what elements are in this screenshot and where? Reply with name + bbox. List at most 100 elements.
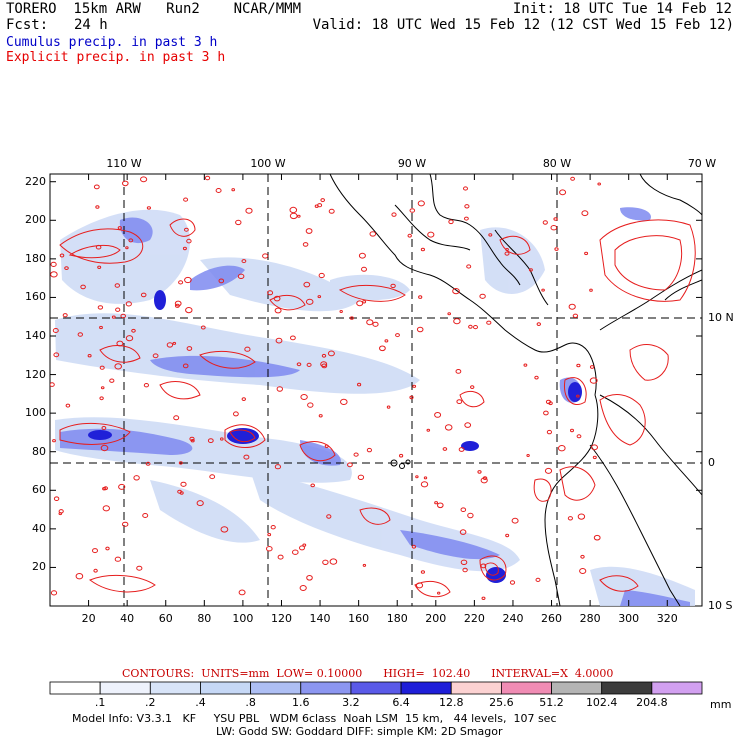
precip-cell [416,326,424,333]
precip-cell [196,500,204,507]
lon-label: 110 W [106,157,142,170]
precip-cell [427,231,435,238]
x-tick-label: 140 [309,612,331,625]
precip-cell [174,300,182,307]
precip-cell [399,453,404,458]
lat-label: 10 N [708,311,734,324]
precip-cell [328,208,335,214]
precip-cell [87,354,92,358]
precip-cell [591,444,598,451]
precip-cell [109,378,115,383]
precip-cell [105,546,110,551]
precip-cell [115,307,121,312]
precip-cell [384,339,389,343]
precip-cell [418,295,423,299]
x-tick-label: 180 [386,612,408,625]
y-tick-label: 100 [25,406,46,420]
colorbar-tick-label: .8 [245,696,256,709]
precip-cell [534,375,539,380]
cumulus-field-label: Cumulus precip. in past 3 h [6,35,218,50]
precip-cell [53,496,60,502]
axis-ticks [50,174,702,606]
precip-cell [444,424,453,431]
x-tick-label: 200 [425,612,447,625]
precip-cell [415,475,419,479]
precip-cell [99,325,103,330]
precip-cell [437,502,444,509]
precip-cell [464,204,470,209]
precip-cell [299,585,307,591]
precip-cell [303,281,311,288]
precip-cell [464,422,472,428]
precip-cell [548,401,553,406]
precip-cell [329,558,338,565]
precip-cell [77,332,84,337]
precip-cell [324,444,329,448]
physics-info: LW: Godd SW: Goddard DIFF: simple KM: 2D… [216,725,503,738]
precip-cell [204,175,211,181]
precip-cell [122,521,129,527]
precip-cell [136,565,143,571]
precip-cell [145,461,151,466]
precip-cell [576,394,580,398]
precip-cell [523,363,528,367]
colorbar-tick-label: 12.8 [438,696,464,709]
y-tick-label: 200 [25,213,46,227]
precip-cell [442,447,448,451]
precip-cell [558,445,566,452]
precip-cell [114,363,122,370]
precip-cell [411,544,417,549]
precip-cell [409,208,416,213]
colorbar-swatch [250,681,302,695]
precip-cell [102,505,111,512]
lat-label: 0 [708,456,715,469]
colorbar-swatch [99,681,151,695]
precip-cell [299,545,305,551]
precip-cell [379,345,386,352]
colorbar-tick-label: 102.4 [585,696,618,709]
galapagos-islands [390,459,411,469]
precip-cell [460,559,468,565]
precip-cell [270,525,276,530]
precip-cell [50,271,58,278]
colorbar-swatch [500,681,552,695]
precip-cell [93,568,98,573]
precip-cell [182,246,187,251]
precip-cell [477,470,482,474]
precip-cell [453,318,461,325]
precip-cell [120,313,126,319]
lon-label: 70 W [687,157,717,170]
precip-cell [357,382,362,387]
precip-cell [52,328,59,333]
colorbar-tick-label: 204.8 [636,696,668,709]
precip-cell [172,341,177,345]
precip-cell [244,346,251,352]
x-tick-label: 20 [81,612,96,625]
precip-cell [412,384,417,388]
colorbar-unit: mm [710,698,732,711]
precip-cell [174,303,180,308]
precip-cell [542,220,548,225]
precip-cell [320,361,328,368]
precip-cell [511,517,519,524]
precip-cell [488,233,493,237]
precip-cell [302,242,309,247]
precip-cell [65,403,71,408]
precip-cell [118,483,126,490]
precip-cell [434,501,439,505]
precip-cell [186,238,192,244]
precip-cell [220,526,229,533]
precip-cell [125,335,134,342]
precip-cell [209,474,216,480]
precip-cell [505,533,510,538]
precip-cell [386,405,391,409]
colorbar-tick-label: .1 [94,696,106,709]
precip-cell [357,474,365,480]
precip-cell [369,231,377,237]
precip-cell [589,377,598,384]
colorbar-tick-label: 6.4 [392,696,410,709]
x-tick-label: 300 [618,612,640,625]
precip-cell [314,204,319,208]
precip-cell [310,483,316,488]
precip-cell [318,272,325,279]
